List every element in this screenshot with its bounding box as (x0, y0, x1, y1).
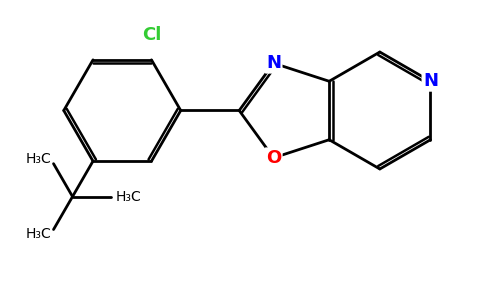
Text: H₃C: H₃C (25, 152, 51, 167)
Text: N: N (266, 54, 281, 72)
Text: H₃C: H₃C (25, 227, 51, 241)
Text: O: O (266, 149, 281, 167)
Text: H₃C: H₃C (116, 190, 141, 204)
Text: Cl: Cl (142, 26, 161, 44)
Text: N: N (423, 72, 438, 90)
